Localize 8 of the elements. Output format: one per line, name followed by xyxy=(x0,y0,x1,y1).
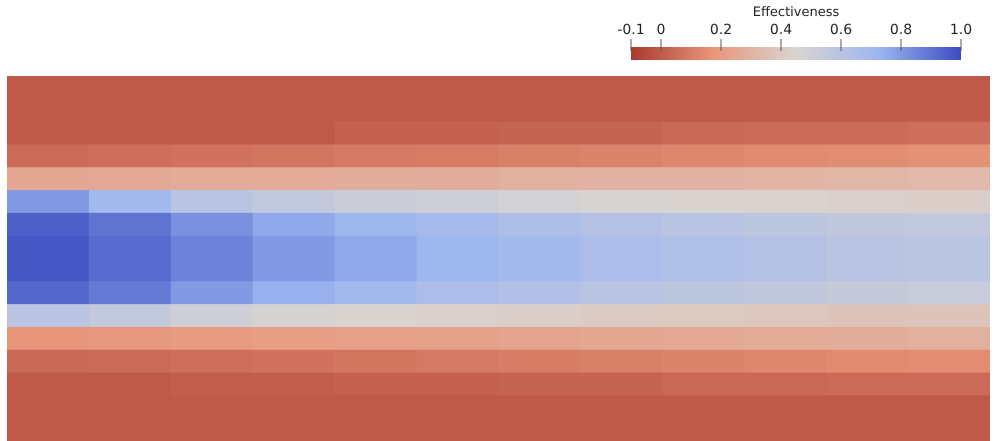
color-bar-title: Effectiveness xyxy=(752,5,840,20)
color-bar-label: 1.0 xyxy=(950,22,972,38)
color-bar-label: 0.4 xyxy=(770,22,792,38)
color-bar-label: 0.6 xyxy=(830,22,852,38)
color-bar-label: 0.2 xyxy=(710,22,732,38)
color-bar-label: -0.1 xyxy=(617,22,645,38)
color-bar-label: 0.8 xyxy=(890,22,912,38)
color-bar-label: 0 xyxy=(656,22,666,38)
